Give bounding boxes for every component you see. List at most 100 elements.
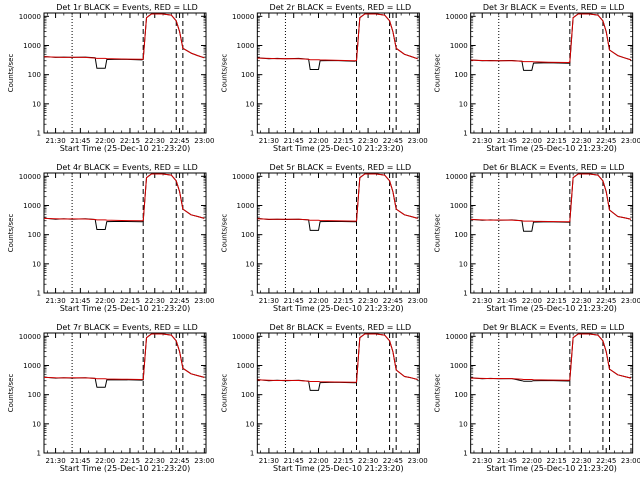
detector-panel: Det 6r BLACK = Events, RED = LLD 1 10 100 10… <box>434 163 640 313</box>
plot-frame <box>256 12 420 134</box>
x-tick-label: 23:00 <box>194 137 214 145</box>
x-tick-label: 22:15 <box>120 457 140 465</box>
x-tick-label: 22:45 <box>383 297 403 305</box>
y-tick-label: 1000 <box>450 42 468 50</box>
panel-title: Det 3r BLACK = Events, RED = LLD <box>483 3 625 12</box>
lld-series-line <box>257 173 418 222</box>
y-tick-label: 10000 <box>445 13 467 21</box>
x-tick-label: 22:15 <box>333 137 353 145</box>
y-tick-label: 10 <box>245 260 254 268</box>
y-axis-label: Counts/sec <box>220 214 228 253</box>
x-tick-label: 21:30 <box>45 137 65 145</box>
x-tick-label: 22:15 <box>547 457 567 465</box>
x-tick-label: 22:00 <box>522 137 542 145</box>
y-tick-label: 10000 <box>19 13 41 21</box>
y-tick-label: 1000 <box>237 42 255 50</box>
y-tick-label: 1 <box>250 130 254 138</box>
plot-frame <box>470 172 634 294</box>
lld-series-line <box>257 333 418 383</box>
y-tick-label: 1000 <box>237 362 255 370</box>
y-tick-label: 100 <box>454 391 467 399</box>
x-axis-label: Start Time (25-Dec-10 21:23:20) <box>486 464 617 473</box>
detector-panel: Det 8r BLACK = Events, RED = LLD 1 10 100 10… <box>220 323 427 473</box>
y-tick-label: 10 <box>245 420 254 428</box>
x-tick-label: 22:00 <box>308 297 328 305</box>
series-group <box>470 173 632 232</box>
detector-panel: Det 4r BLACK = Events, RED = LLD 1 10 100 10… <box>7 163 214 313</box>
x-tick-label: 23:00 <box>408 297 428 305</box>
panel-title: Det 5r BLACK = Events, RED = LLD <box>270 163 412 172</box>
detector-panel: Det 7r BLACK = Events, RED = LLD 1 10 100 10… <box>7 323 214 473</box>
y-tick-label: 1 <box>37 290 41 298</box>
y-tick-label: 100 <box>241 71 254 79</box>
y-axis-label: Counts/sec <box>434 374 442 413</box>
x-tick-label: 22:45 <box>169 137 189 145</box>
x-axis-label: Start Time (25-Dec-10 21:23:20) <box>273 144 404 153</box>
y-tick-label: 1 <box>463 450 467 458</box>
x-tick-label: 21:30 <box>259 457 279 465</box>
x-tick-label: 22:30 <box>571 297 591 305</box>
y-tick-label: 1 <box>250 450 254 458</box>
x-tick-label: 22:30 <box>358 457 378 465</box>
lld-series-line <box>257 13 418 62</box>
x-tick-label: 23:00 <box>194 297 214 305</box>
y-tick-label: 1 <box>37 130 41 138</box>
series-group <box>44 173 205 230</box>
y-tick-label: 10 <box>459 260 468 268</box>
lld-series-line <box>44 333 205 380</box>
x-tick-label: 22:00 <box>95 457 115 465</box>
x-tick-label: 23:00 <box>621 297 640 305</box>
lld-series-line <box>44 173 205 222</box>
y-tick-label: 10 <box>459 100 468 108</box>
plot-frame <box>256 172 420 294</box>
y-tick-label: 1000 <box>23 202 41 210</box>
detector-panel: Det 5r BLACK = Events, RED = LLD 1 10 100 10… <box>220 163 427 313</box>
x-tick-label: 22:15 <box>333 457 353 465</box>
x-tick-label: 21:30 <box>45 457 65 465</box>
panel-title: Det 2r BLACK = Events, RED = LLD <box>270 3 412 12</box>
x-tick-label: 21:30 <box>472 137 492 145</box>
x-axis-label: Start Time (25-Dec-10 21:23:20) <box>486 144 617 153</box>
x-tick-label: 21:30 <box>259 137 279 145</box>
x-axis-label: Start Time (25-Dec-10 21:23:20) <box>60 144 191 153</box>
x-tick-label: 23:00 <box>621 457 640 465</box>
series-group <box>257 333 418 391</box>
y-tick-label: 100 <box>241 231 254 239</box>
detector-panel: Det 3r BLACK = Events, RED = LLD 1 10 100 10… <box>434 3 640 153</box>
y-tick-label: 1 <box>250 290 254 298</box>
y-axis-label: Counts/sec <box>220 374 228 413</box>
x-tick-label: 21:45 <box>497 137 517 145</box>
panel-title: Det 8r BLACK = Events, RED = LLD <box>270 323 412 332</box>
plot-frame <box>43 332 207 454</box>
x-tick-label: 21:45 <box>284 297 304 305</box>
lld-series-line <box>470 13 632 63</box>
x-axis-label: Start Time (25-Dec-10 21:23:20) <box>273 304 404 313</box>
y-tick-label: 10 <box>32 420 41 428</box>
y-tick-label: 1000 <box>237 202 255 210</box>
x-tick-label: 21:30 <box>472 297 492 305</box>
panel-title: Det 6r BLACK = Events, RED = LLD <box>483 163 625 172</box>
x-tick-label: 21:30 <box>472 457 492 465</box>
x-axis-label: Start Time (25-Dec-10 21:23:20) <box>273 464 404 473</box>
y-axis-label: Counts/sec <box>434 54 442 93</box>
events-series-line <box>257 173 418 231</box>
series-group <box>257 13 418 70</box>
x-tick-label: 23:00 <box>194 457 214 465</box>
x-tick-label: 22:45 <box>169 457 189 465</box>
x-tick-label: 22:30 <box>145 137 165 145</box>
lld-series-line <box>470 333 632 381</box>
y-tick-label: 10000 <box>445 173 467 181</box>
x-tick-label: 22:00 <box>522 297 542 305</box>
y-axis-label: Counts/sec <box>7 214 15 253</box>
x-tick-label: 22:30 <box>358 297 378 305</box>
x-axis-label: Start Time (25-Dec-10 21:23:20) <box>60 464 191 473</box>
y-axis-label: Counts/sec <box>434 214 442 253</box>
x-tick-label: 23:00 <box>408 457 428 465</box>
x-tick-label: 22:45 <box>383 457 403 465</box>
y-axis-label: Counts/sec <box>7 54 15 93</box>
x-tick-label: 21:45 <box>284 457 304 465</box>
y-tick-label: 10000 <box>19 173 41 181</box>
detector-panel: Det 9r BLACK = Events, RED = LLD 1 10 100 10… <box>434 323 640 473</box>
